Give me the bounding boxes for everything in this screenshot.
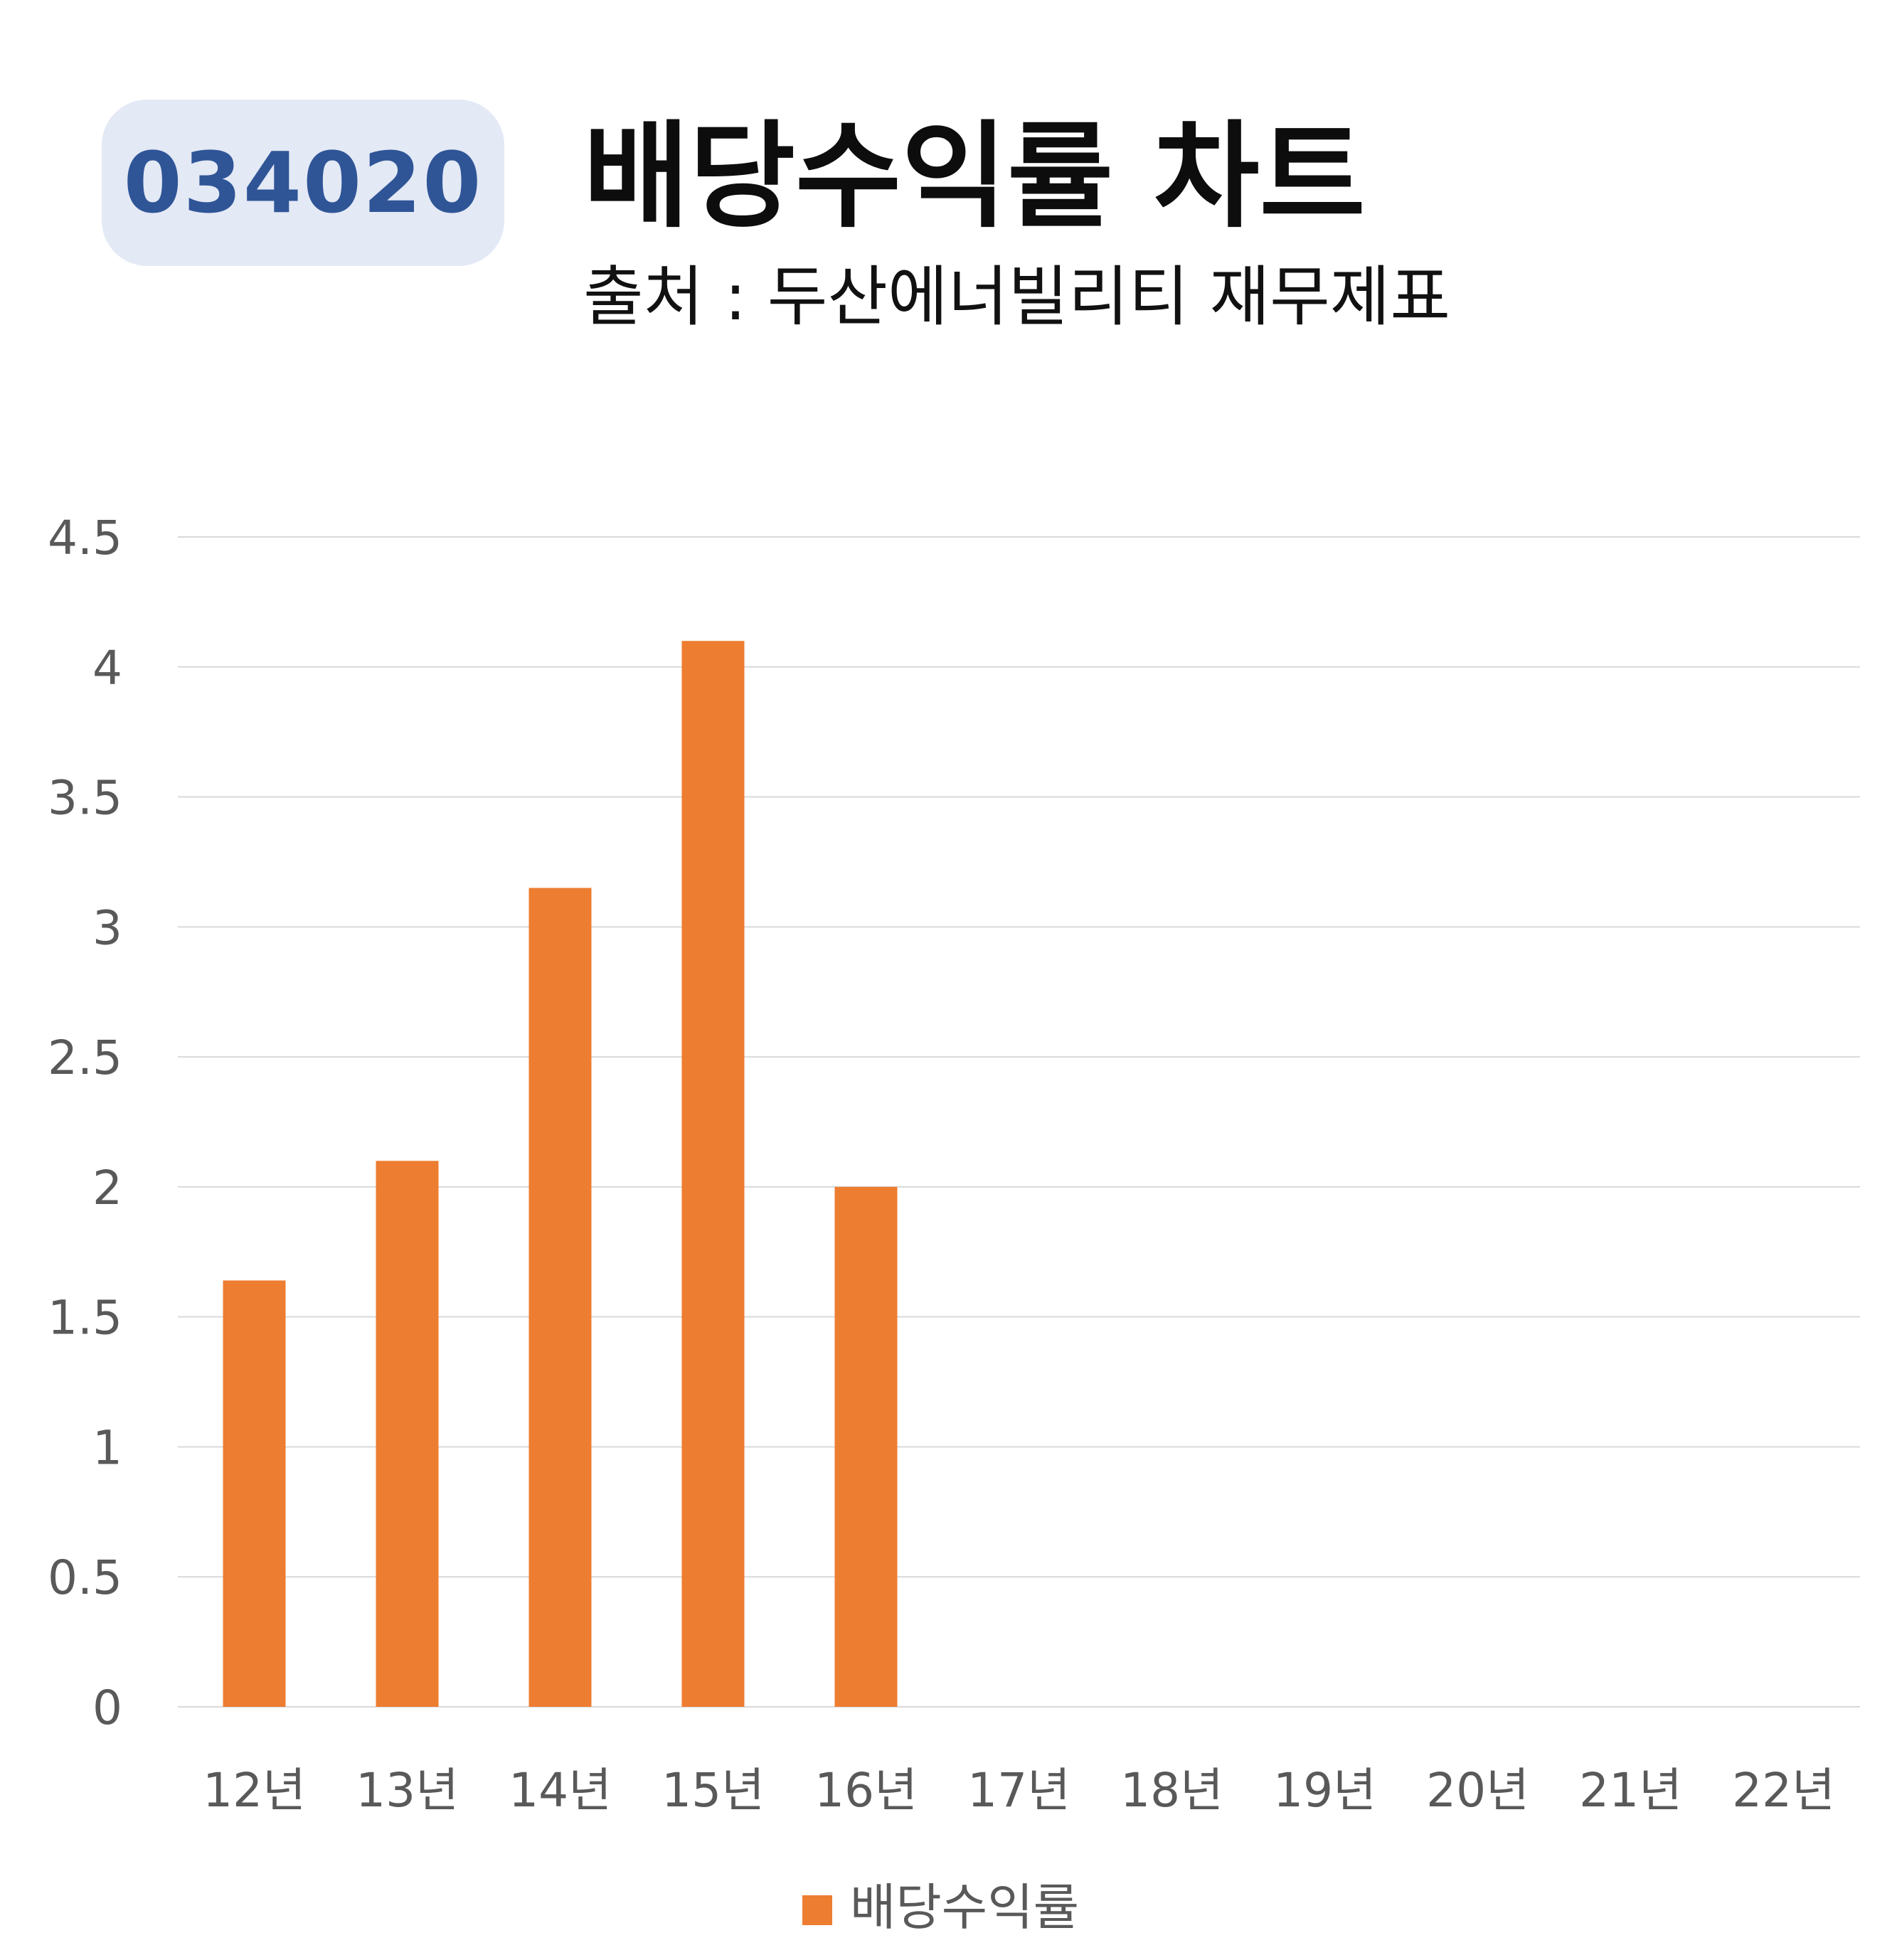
bar-15년: [681, 641, 745, 1708]
bar-12년: [223, 1280, 286, 1707]
ticker-badge: 034020: [102, 100, 504, 266]
x-tick-label: 17년: [967, 1763, 1070, 1818]
y-tick-label: 2.5: [48, 1030, 122, 1085]
bar-13년: [376, 1161, 439, 1707]
y-tick-label: 1: [92, 1420, 122, 1475]
y-tick-label: 4.5: [48, 511, 122, 565]
x-tick-label: 12년: [203, 1763, 306, 1818]
x-tick-label: 22년: [1732, 1763, 1835, 1818]
legend: 배당수익률: [802, 1878, 1079, 1937]
chart-title: 배당수익률 차트: [583, 110, 1366, 244]
x-tick-label: 18년: [1120, 1763, 1223, 1818]
chart-subtitle: 출처 : 두산에너빌리티 재무제표: [583, 259, 1451, 335]
y-tick-label: 4: [92, 641, 122, 696]
gridlines: [178, 536, 1860, 1708]
y-tick-label: 3: [92, 900, 122, 955]
y-tick-label: 1.5: [48, 1291, 122, 1346]
x-tick-label: 20년: [1426, 1763, 1529, 1818]
y-tick-label: 0: [92, 1681, 122, 1735]
y-tick-label: 2: [92, 1161, 122, 1215]
x-tick-label: 15년: [661, 1763, 765, 1818]
y-tick-label: 3.5: [48, 771, 122, 826]
bar-14년: [528, 888, 592, 1707]
x-tick-label: 19년: [1273, 1763, 1376, 1818]
x-tick-label: 13년: [356, 1763, 459, 1818]
bar-16년: [834, 1186, 898, 1707]
x-tick-label: 14년: [509, 1763, 612, 1818]
legend-swatch: [802, 1895, 832, 1925]
y-tick-label: 0.5: [48, 1550, 122, 1605]
bars: [223, 641, 898, 1708]
legend-label: 배당수익률: [850, 1878, 1079, 1937]
x-tick-label: 21년: [1579, 1763, 1682, 1818]
y-axis-ticks: 0 0.5 1 1.5 2 2.5 3 3.5 4 4.5: [48, 511, 122, 1735]
x-axis-ticks: 12년 13년 14년 15년 16년 17년 18년 19년 20년 21년 22년: [203, 1763, 1835, 1818]
x-tick-label: 16년: [814, 1763, 918, 1818]
